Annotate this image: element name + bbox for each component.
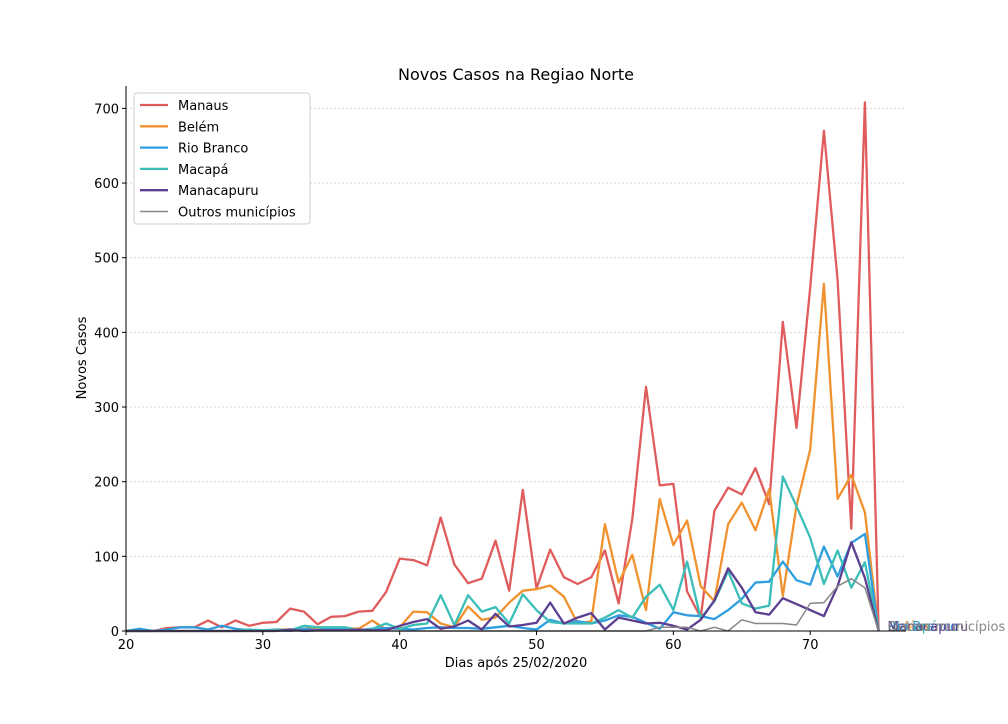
x-tick-label: 30 [255, 638, 272, 653]
x-tick-label: 40 [391, 638, 408, 653]
legend-label: Rio Branco [178, 142, 248, 157]
y-tick-label: 600 [94, 177, 119, 192]
legend-label: Manacapuru [178, 184, 259, 199]
legend-label: Macapá [178, 163, 229, 178]
end-label: Outros municípios [888, 620, 1006, 635]
legend-label: Manaus [178, 99, 229, 114]
series-line [126, 541, 880, 633]
x-tick-label: 60 [665, 638, 682, 653]
y-axis-label: Novos Casos [75, 316, 90, 399]
series-line [126, 577, 880, 632]
series-line [126, 282, 880, 633]
y-tick-label: 300 [94, 401, 119, 416]
legend-label: Belém [178, 120, 219, 135]
series-line [126, 101, 880, 633]
y-ticks: 0 100 200 300 400 500 600 700 [94, 102, 126, 640]
x-ticks: 20 30 40 50 60 70 [118, 631, 819, 653]
x-tick-label: 20 [118, 638, 135, 653]
chart-title: Novos Casos na Regiao Norte [398, 65, 634, 84]
legend-box [133, 92, 311, 225]
y-tick-label: 100 [94, 550, 119, 565]
end-label: Manacapuru [888, 620, 969, 635]
x-tick-label: 70 [802, 638, 819, 653]
x-axis-label: Dias após 25/02/2020 [445, 656, 588, 671]
y-tick-label: 700 [94, 102, 119, 117]
y-tick-label: 200 [94, 476, 119, 491]
axes [125, 86, 906, 632]
y-tick-label: 400 [94, 326, 119, 341]
y-tick-label: 0 [111, 625, 119, 640]
legend-label: Outros municípios [178, 206, 296, 221]
x-tick-label: 50 [528, 638, 545, 653]
legend: Manaus Belém Rio Branco Macapá Manacapuru Out… [133, 92, 311, 225]
y-tick-label: 500 [94, 252, 119, 267]
